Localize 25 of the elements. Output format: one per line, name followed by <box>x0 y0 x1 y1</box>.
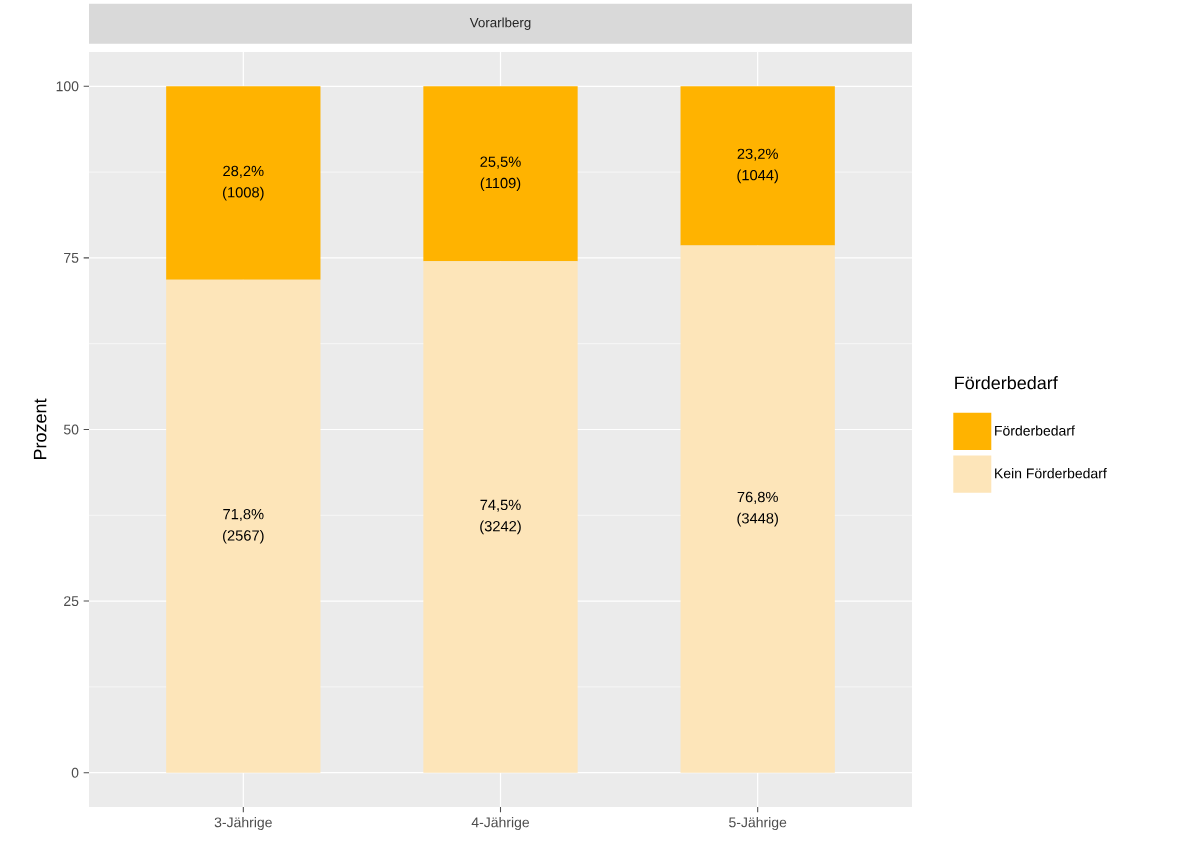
text: Kein Förderbedarf <box>995 468 1107 479</box>
x-tick-label: 4-Jährige <box>471 817 530 831</box>
y-tick-label: 50 <box>63 424 79 435</box>
y-tick-label: 100 <box>56 81 79 92</box>
y-axis-title: Prozent <box>33 398 47 460</box>
legend-title: Förderbedarf <box>955 376 1058 390</box>
data-label: 71,8% (2567) <box>223 508 264 544</box>
chart-title: Vorarlberg <box>469 17 531 30</box>
data-label: 23,2% (1044) <box>737 148 778 184</box>
y-tick-label: 25 <box>64 596 79 607</box>
text: Förderbedarf <box>995 425 1075 436</box>
bar <box>680 86 835 246</box>
data-label: 74,5% (3242) <box>480 499 521 535</box>
y-tick-label: 75 <box>64 253 79 263</box>
x-tick-label: 5-Jährige <box>729 817 787 831</box>
data-label: 76,8% (3448) <box>737 491 778 527</box>
bar <box>423 261 578 773</box>
y-tick-label: 0 <box>71 767 79 778</box>
data-label: 28,2% (1008) <box>223 165 264 201</box>
x-tick-label: 3-Jährige <box>214 817 272 831</box>
bar <box>423 86 578 262</box>
bar <box>166 279 321 773</box>
bar <box>680 245 835 773</box>
bar <box>166 86 321 280</box>
data-label: 25,5% (1109) <box>480 156 521 192</box>
